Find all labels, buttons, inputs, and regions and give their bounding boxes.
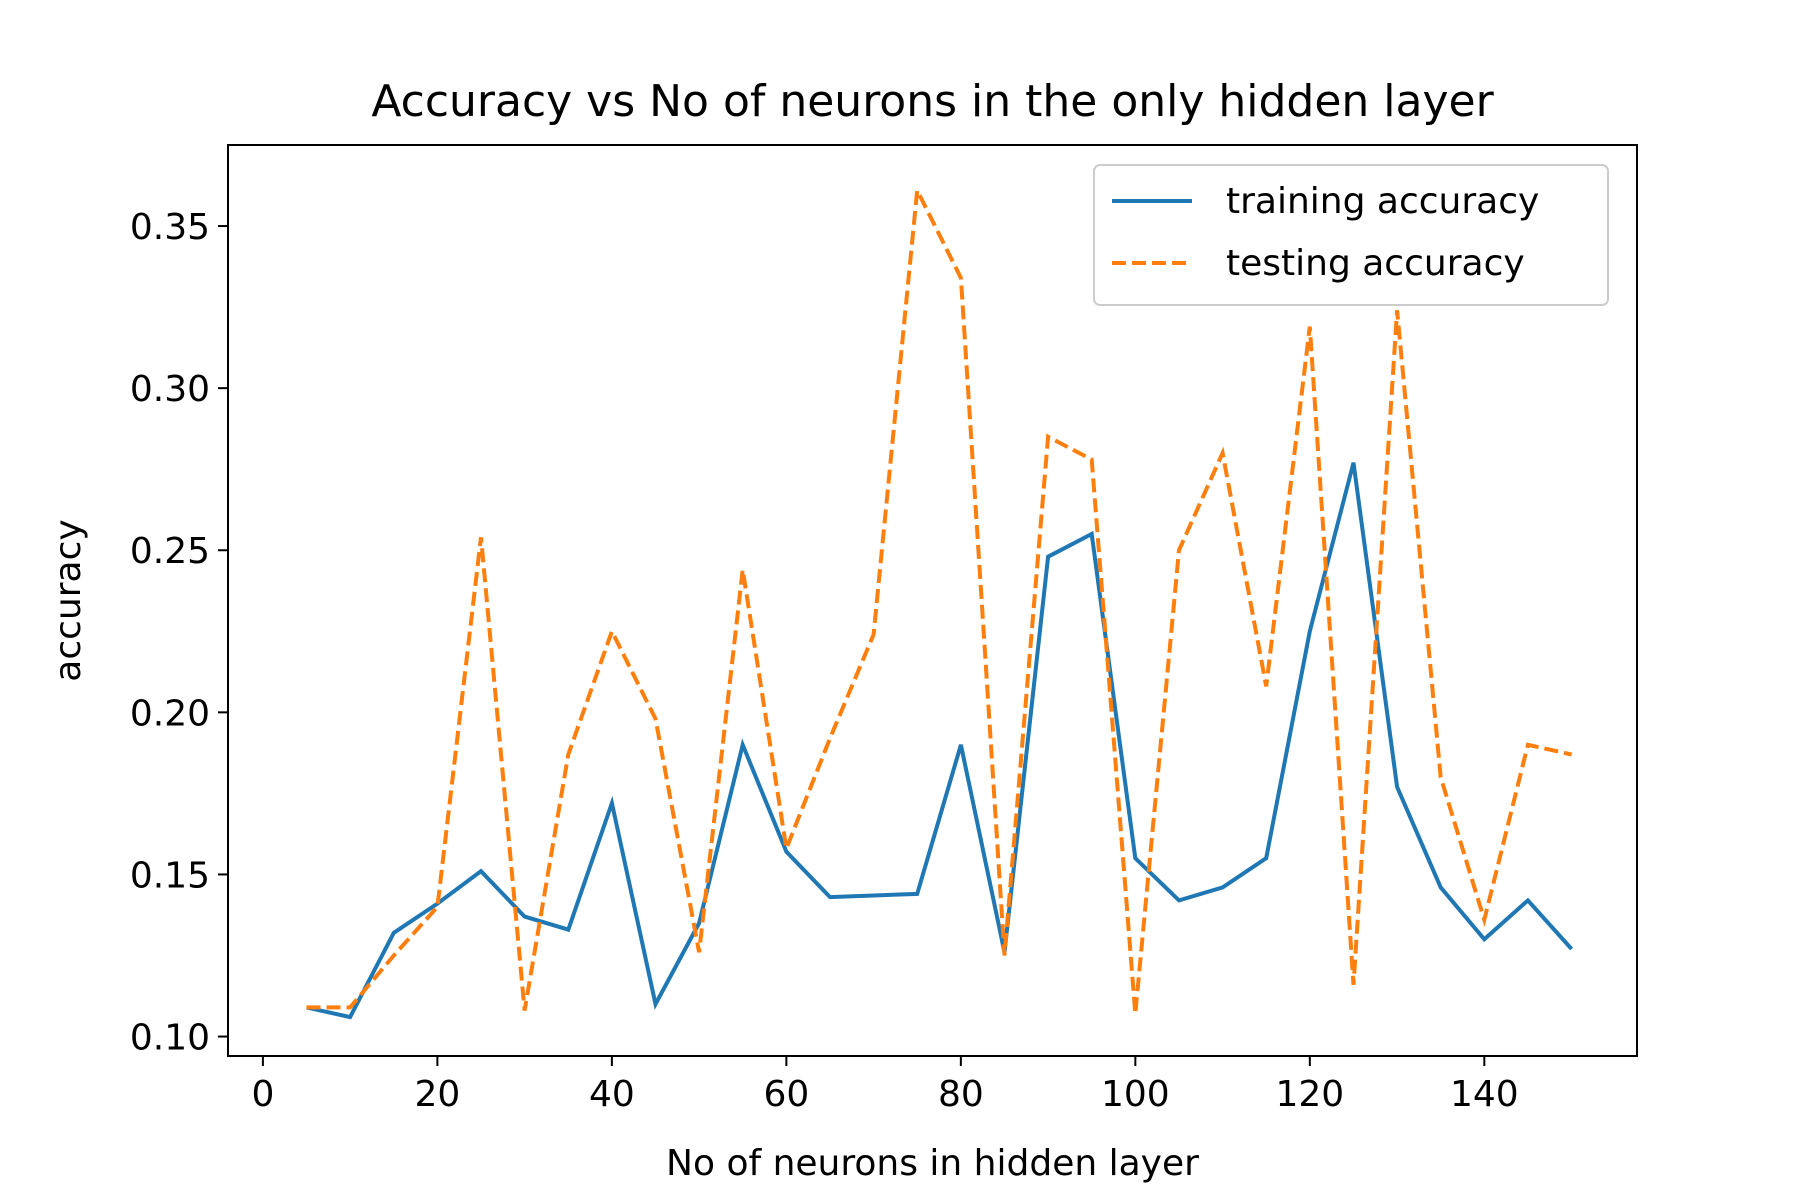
y-tick-label: 0.35 — [130, 207, 210, 248]
x-tick-label: 0 — [251, 1074, 274, 1115]
x-tick-label: 140 — [1450, 1074, 1519, 1115]
x-tick-label: 80 — [938, 1074, 984, 1115]
x-tick-label: 120 — [1275, 1074, 1344, 1115]
y-tick-label: 0.25 — [130, 531, 210, 572]
legend: training accuracy testing accuracy — [1093, 164, 1609, 306]
y-tick-label: 0.20 — [130, 693, 210, 734]
legend-label: training accuracy — [1226, 181, 1539, 222]
x-tick-label: 60 — [763, 1074, 809, 1115]
plot-frame — [227, 144, 1638, 1057]
x-axis-label: No of neurons in hidden layer — [666, 1143, 1199, 1184]
x-tick-label: 100 — [1101, 1074, 1170, 1115]
series-line-training — [306, 462, 1574, 1020]
y-axis: 0.10 0.15 0.20 0.25 0.30 0.35 — [130, 207, 228, 1059]
x-tick-label: 40 — [589, 1074, 635, 1115]
y-tick-label: 0.30 — [130, 369, 210, 410]
x-tick-label: 20 — [414, 1074, 460, 1115]
series-layer — [306, 183, 1574, 1020]
series-line-testing — [306, 183, 1573, 1015]
chart-title: Accuracy vs No of neurons in the only hi… — [371, 76, 1494, 127]
x-axis: 0 20 40 60 80 100 120 140 — [251, 1056, 1519, 1115]
legend-label: testing accuracy — [1226, 243, 1525, 284]
y-tick-label: 0.10 — [130, 1018, 210, 1059]
y-axis-label: accuracy — [48, 519, 89, 681]
y-tick-label: 0.15 — [130, 855, 210, 896]
legend-box — [1093, 164, 1609, 306]
